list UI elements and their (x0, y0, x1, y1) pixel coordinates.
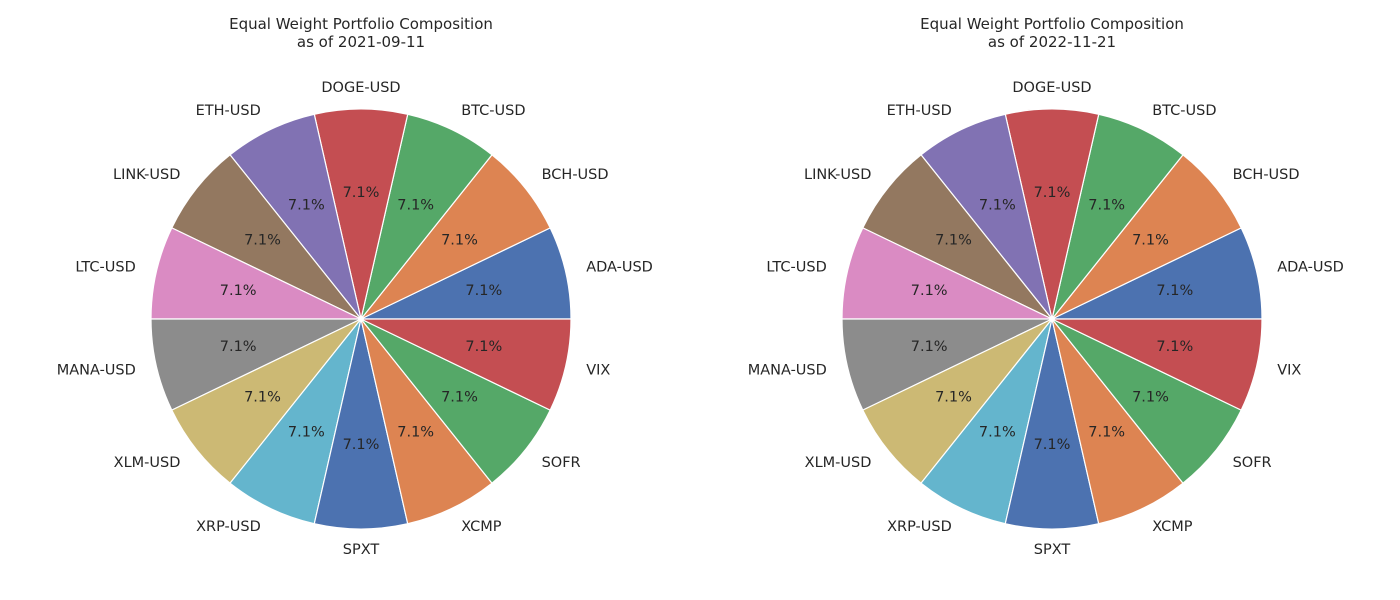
category-label-bch-usd: BCH-USD (1233, 167, 1300, 183)
category-label-xrp-usd: XRP-USD (887, 519, 952, 535)
category-label-ada-usd: ADA-USD (586, 260, 653, 276)
percent-label-spxt: 7.1% (343, 437, 380, 453)
percent-label-eth-usd: 7.1% (288, 197, 325, 213)
pie-slice-vix (360, 318, 572, 411)
chart-title: Equal Weight Portfolio Composition as of… (0, 15, 722, 51)
percent-label-xlm-usd: 7.1% (935, 390, 972, 406)
percent-label-doge-usd: 7.1% (1034, 185, 1071, 201)
percent-label-eth-usd: 7.1% (979, 197, 1016, 213)
percent-label-link-usd: 7.1% (935, 232, 972, 248)
pie-panel-right: Equal Weight Portfolio Composition as of… (691, 0, 1391, 600)
pie-chart-right: 7.1% 7.1% 7.1% 7.1% 7.1% 7.1% 7.1% 7.1% 7.1% 7.1%… (748, 80, 1344, 558)
category-label-vix: VIX (586, 362, 610, 378)
chart-title-line: Equal Weight Portfolio Composition (920, 15, 1184, 33)
percent-label-vix: 7.1% (1156, 339, 1193, 355)
percent-label-xrp-usd: 7.1% (288, 425, 325, 441)
category-label-eth-usd: ETH-USD (196, 103, 261, 119)
chart-title: Equal Weight Portfolio Composition as of… (691, 15, 1400, 51)
chart-subtitle-line: as of 2021-09-11 (296, 33, 426, 51)
category-label-ltc-usd: LTC-USD (75, 260, 135, 276)
percent-label-mana-usd: 7.1% (220, 339, 257, 355)
category-label-xlm-usd: XLM-USD (805, 455, 872, 471)
percent-label-btc-usd: 7.1% (397, 197, 434, 213)
chart-title-line: Equal Weight Portfolio Composition (229, 15, 493, 33)
percent-label-vix: 7.1% (465, 339, 502, 355)
percent-label-sofr: 7.1% (1132, 390, 1169, 406)
percent-label-ada-usd: 7.1% (1156, 283, 1193, 299)
percent-label-mana-usd: 7.1% (911, 339, 948, 355)
category-label-ltc-usd: LTC-USD (766, 260, 826, 276)
percent-label-bch-usd: 7.1% (1132, 232, 1169, 248)
pie-category-labels: ADA-USD BCH-USD BTC-USD DOGE-USD ETH-USD LINK… (57, 80, 653, 558)
pie-slices (841, 108, 1263, 530)
percent-label-sofr: 7.1% (441, 390, 478, 406)
category-label-sofr: SOFR (1233, 455, 1272, 471)
category-label-link-usd: LINK-USD (113, 167, 180, 183)
percent-label-ltc-usd: 7.1% (911, 283, 948, 299)
category-label-eth-usd: ETH-USD (887, 103, 952, 119)
pie-slice-vix (1051, 318, 1263, 411)
category-label-mana-usd: MANA-USD (57, 362, 136, 378)
percent-label-btc-usd: 7.1% (1088, 197, 1125, 213)
category-label-doge-usd: DOGE-USD (1012, 80, 1091, 96)
category-label-xcmp: XCMP (461, 519, 502, 535)
category-label-spxt: SPXT (1034, 542, 1071, 558)
category-label-doge-usd: DOGE-USD (321, 80, 400, 96)
percent-label-xcmp: 7.1% (1088, 425, 1125, 441)
chart-subtitle-line: as of 2022-11-21 (987, 33, 1117, 51)
category-label-ada-usd: ADA-USD (1277, 260, 1344, 276)
pie-chart-left: 7.1% 7.1% 7.1% 7.1% 7.1% 7.1% 7.1% 7.1% 7.1% 7.1%… (57, 80, 653, 558)
category-label-xlm-usd: XLM-USD (114, 455, 181, 471)
percent-label-xrp-usd: 7.1% (979, 425, 1016, 441)
category-label-link-usd: LINK-USD (804, 167, 871, 183)
percent-label-xcmp: 7.1% (397, 425, 434, 441)
category-label-mana-usd: MANA-USD (748, 362, 827, 378)
percent-label-spxt: 7.1% (1034, 437, 1071, 453)
pie-percent-labels: 7.1% 7.1% 7.1% 7.1% 7.1% 7.1% 7.1% 7.1% 7.1% 7.1%… (220, 185, 503, 453)
category-label-sofr: SOFR (542, 455, 581, 471)
pie-percent-labels: 7.1% 7.1% 7.1% 7.1% 7.1% 7.1% 7.1% 7.1% 7.1% 7.1%… (911, 185, 1194, 453)
category-label-btc-usd: BTC-USD (461, 103, 525, 119)
category-label-bch-usd: BCH-USD (542, 167, 609, 183)
pie-panel-left: Equal Weight Portfolio Composition as of… (57, 15, 653, 558)
category-label-xrp-usd: XRP-USD (196, 519, 261, 535)
percent-label-bch-usd: 7.1% (441, 232, 478, 248)
category-label-xcmp: XCMP (1152, 519, 1193, 535)
percent-label-link-usd: 7.1% (244, 232, 281, 248)
percent-label-xlm-usd: 7.1% (244, 390, 281, 406)
percent-label-ltc-usd: 7.1% (220, 283, 257, 299)
percent-label-doge-usd: 7.1% (343, 185, 380, 201)
pie-slices (150, 108, 572, 530)
pie-category-labels: ADA-USD BCH-USD BTC-USD DOGE-USD ETH-USD LINK… (748, 80, 1344, 558)
percent-label-ada-usd: 7.1% (465, 283, 502, 299)
category-label-spxt: SPXT (343, 542, 380, 558)
category-label-vix: VIX (1277, 362, 1301, 378)
category-label-btc-usd: BTC-USD (1152, 103, 1216, 119)
